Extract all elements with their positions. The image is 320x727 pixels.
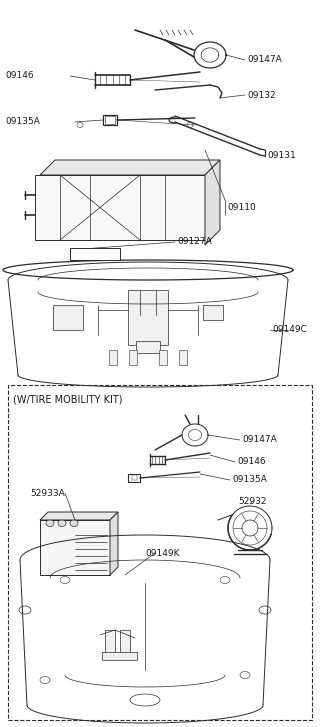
Text: 09131: 09131	[267, 150, 296, 159]
Ellipse shape	[70, 520, 78, 526]
Ellipse shape	[40, 677, 50, 683]
Text: 52933A: 52933A	[30, 489, 65, 497]
Polygon shape	[40, 160, 220, 175]
Text: 09132: 09132	[247, 90, 276, 100]
Ellipse shape	[77, 123, 83, 127]
Ellipse shape	[130, 694, 160, 706]
Bar	[128, 290, 168, 345]
Text: 52932: 52932	[238, 497, 267, 507]
Text: 09149K: 09149K	[145, 548, 180, 558]
Ellipse shape	[60, 577, 70, 584]
Text: 09146: 09146	[237, 457, 266, 467]
Bar	[136, 341, 160, 353]
Ellipse shape	[58, 520, 66, 526]
Bar	[103, 115, 117, 125]
Bar	[105, 630, 115, 655]
Bar	[128, 474, 140, 482]
Ellipse shape	[77, 163, 83, 167]
Text: 09135A: 09135A	[5, 118, 40, 126]
Bar	[53, 305, 83, 330]
Bar	[203, 305, 223, 320]
Bar	[70, 248, 120, 260]
Ellipse shape	[240, 672, 250, 678]
Polygon shape	[110, 512, 118, 575]
Bar	[35, 175, 210, 240]
Bar	[105, 116, 115, 124]
Ellipse shape	[259, 606, 271, 614]
Bar	[120, 630, 130, 655]
Ellipse shape	[46, 520, 54, 526]
Polygon shape	[205, 160, 220, 245]
Polygon shape	[40, 512, 118, 520]
Bar	[129, 350, 137, 365]
Text: 09135A: 09135A	[232, 475, 267, 484]
Text: 09110: 09110	[227, 203, 256, 212]
Text: 09147A: 09147A	[242, 435, 277, 444]
Ellipse shape	[187, 163, 193, 167]
Bar	[159, 350, 167, 365]
Bar	[40, 520, 110, 575]
Ellipse shape	[220, 577, 230, 584]
Bar	[179, 350, 187, 365]
Text: 09127A: 09127A	[177, 238, 212, 246]
Ellipse shape	[19, 606, 31, 614]
Text: 09147A: 09147A	[247, 55, 282, 65]
Ellipse shape	[187, 123, 193, 127]
Bar	[132, 475, 137, 480]
Bar	[102, 652, 137, 660]
Text: (W/TIRE MOBILITY KIT): (W/TIRE MOBILITY KIT)	[13, 395, 123, 405]
Text: 09149C: 09149C	[272, 326, 307, 334]
Bar	[109, 350, 117, 365]
Text: 09146: 09146	[5, 71, 34, 81]
